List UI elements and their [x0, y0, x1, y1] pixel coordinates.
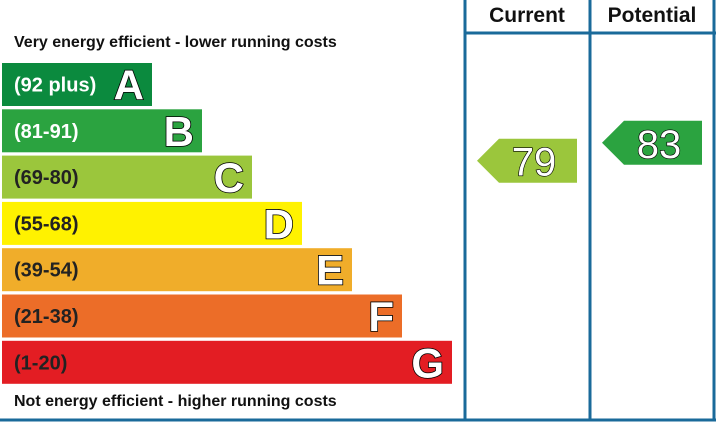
bottom-caption: Not energy efficient - higher running co… [14, 393, 337, 410]
band-letter-f: F [368, 293, 394, 340]
band-range-d: (55-68) [14, 213, 78, 235]
band-range-e: (39-54) [14, 260, 78, 282]
band-bar-g [2, 340, 452, 384]
band-bar-a [2, 63, 152, 106]
band-letter-a: A [114, 62, 144, 109]
column-header-potential: Potential [608, 4, 697, 27]
band-bar-c [2, 155, 252, 199]
potential-rating-arrow [602, 120, 702, 165]
band-letter-b: B [164, 108, 194, 155]
band-letter-e: E [316, 247, 344, 294]
band-range-b: (81-91) [14, 121, 78, 143]
band-bar-f [2, 294, 402, 338]
band-bar-b [2, 109, 202, 153]
band-bar-d [2, 201, 302, 245]
band-range-g: (1-20) [14, 352, 67, 374]
band-letter-g: G [411, 339, 444, 386]
band-bar-e [2, 248, 352, 292]
band-range-c: (69-80) [14, 167, 78, 189]
current-rating-arrow [477, 138, 577, 183]
band-range-a: (92 plus) [14, 75, 96, 97]
band-letter-c: C [214, 154, 244, 201]
potential-rating-value: 83 [637, 123, 682, 167]
band-letter-d: D [264, 200, 294, 247]
band-range-f: (21-38) [14, 306, 78, 328]
column-header-current: Current [489, 4, 565, 27]
top-caption: Very energy efficient - lower running co… [14, 34, 337, 51]
current-rating-value: 79 [512, 141, 557, 185]
